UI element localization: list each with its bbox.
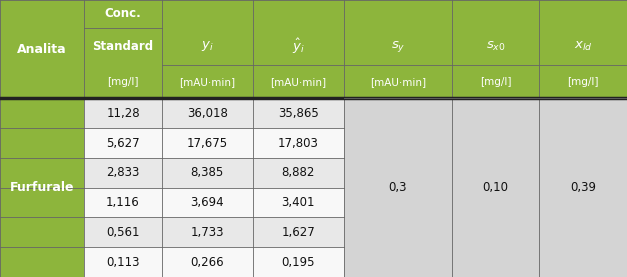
Bar (253, 188, 344, 217)
Text: 1,627: 1,627 (282, 226, 315, 239)
Bar (162, 247, 253, 277)
Bar (253, 217, 344, 247)
Bar (344, 98, 627, 277)
Text: 8,385: 8,385 (191, 166, 224, 179)
Text: 8,882: 8,882 (282, 166, 315, 179)
Text: 0,561: 0,561 (107, 226, 140, 239)
Bar (162, 158, 253, 188)
Bar (84, 247, 162, 277)
Text: $s_{x0}$: $s_{x0}$ (486, 40, 505, 53)
Text: Standard: Standard (92, 40, 154, 53)
Text: [mAU·min]: [mAU·min] (370, 77, 426, 87)
Text: 0,3: 0,3 (389, 181, 407, 194)
Text: 35,865: 35,865 (278, 107, 319, 120)
Bar (253, 247, 344, 277)
Bar (84, 158, 162, 188)
Text: [mg/l]: [mg/l] (107, 77, 139, 87)
Text: 36,018: 36,018 (187, 107, 228, 120)
Text: [mg/l]: [mg/l] (480, 77, 511, 87)
Text: Furfurale: Furfurale (10, 181, 75, 194)
Text: 0,10: 0,10 (483, 181, 508, 194)
Bar (253, 98, 344, 128)
Bar (0, 98, 84, 277)
Bar (253, 158, 344, 188)
Bar (253, 128, 344, 158)
Bar (162, 128, 253, 158)
Text: 3,694: 3,694 (191, 196, 224, 209)
Bar (0, 0, 627, 98)
Text: Conc.: Conc. (105, 7, 142, 20)
Text: $\hat{y}_i$: $\hat{y}_i$ (292, 37, 305, 56)
Text: 0,195: 0,195 (282, 256, 315, 269)
Text: $x_{ld}$: $x_{ld}$ (574, 40, 593, 53)
Text: 1,733: 1,733 (191, 226, 224, 239)
Bar (162, 98, 253, 128)
Text: 0,39: 0,39 (570, 181, 596, 194)
Text: 0,113: 0,113 (107, 256, 140, 269)
Bar (84, 188, 162, 217)
Text: 1,116: 1,116 (106, 196, 140, 209)
Text: [mAU·min]: [mAU·min] (179, 77, 235, 87)
Text: [mAU·min]: [mAU·min] (270, 77, 327, 87)
Text: 3,401: 3,401 (282, 196, 315, 209)
Text: 2,833: 2,833 (107, 166, 140, 179)
Bar (84, 98, 162, 128)
Text: [mg/l]: [mg/l] (567, 77, 599, 87)
Text: 5,627: 5,627 (106, 137, 140, 150)
Text: $y_i$: $y_i$ (201, 39, 214, 53)
Text: 17,803: 17,803 (278, 137, 319, 150)
Text: 11,28: 11,28 (106, 107, 140, 120)
Bar (84, 128, 162, 158)
Text: $s_y$: $s_y$ (391, 39, 405, 54)
Text: 0,266: 0,266 (191, 256, 224, 269)
Text: Analita: Analita (18, 43, 67, 56)
Bar (162, 217, 253, 247)
Bar (84, 217, 162, 247)
Text: 17,675: 17,675 (187, 137, 228, 150)
Bar (162, 188, 253, 217)
